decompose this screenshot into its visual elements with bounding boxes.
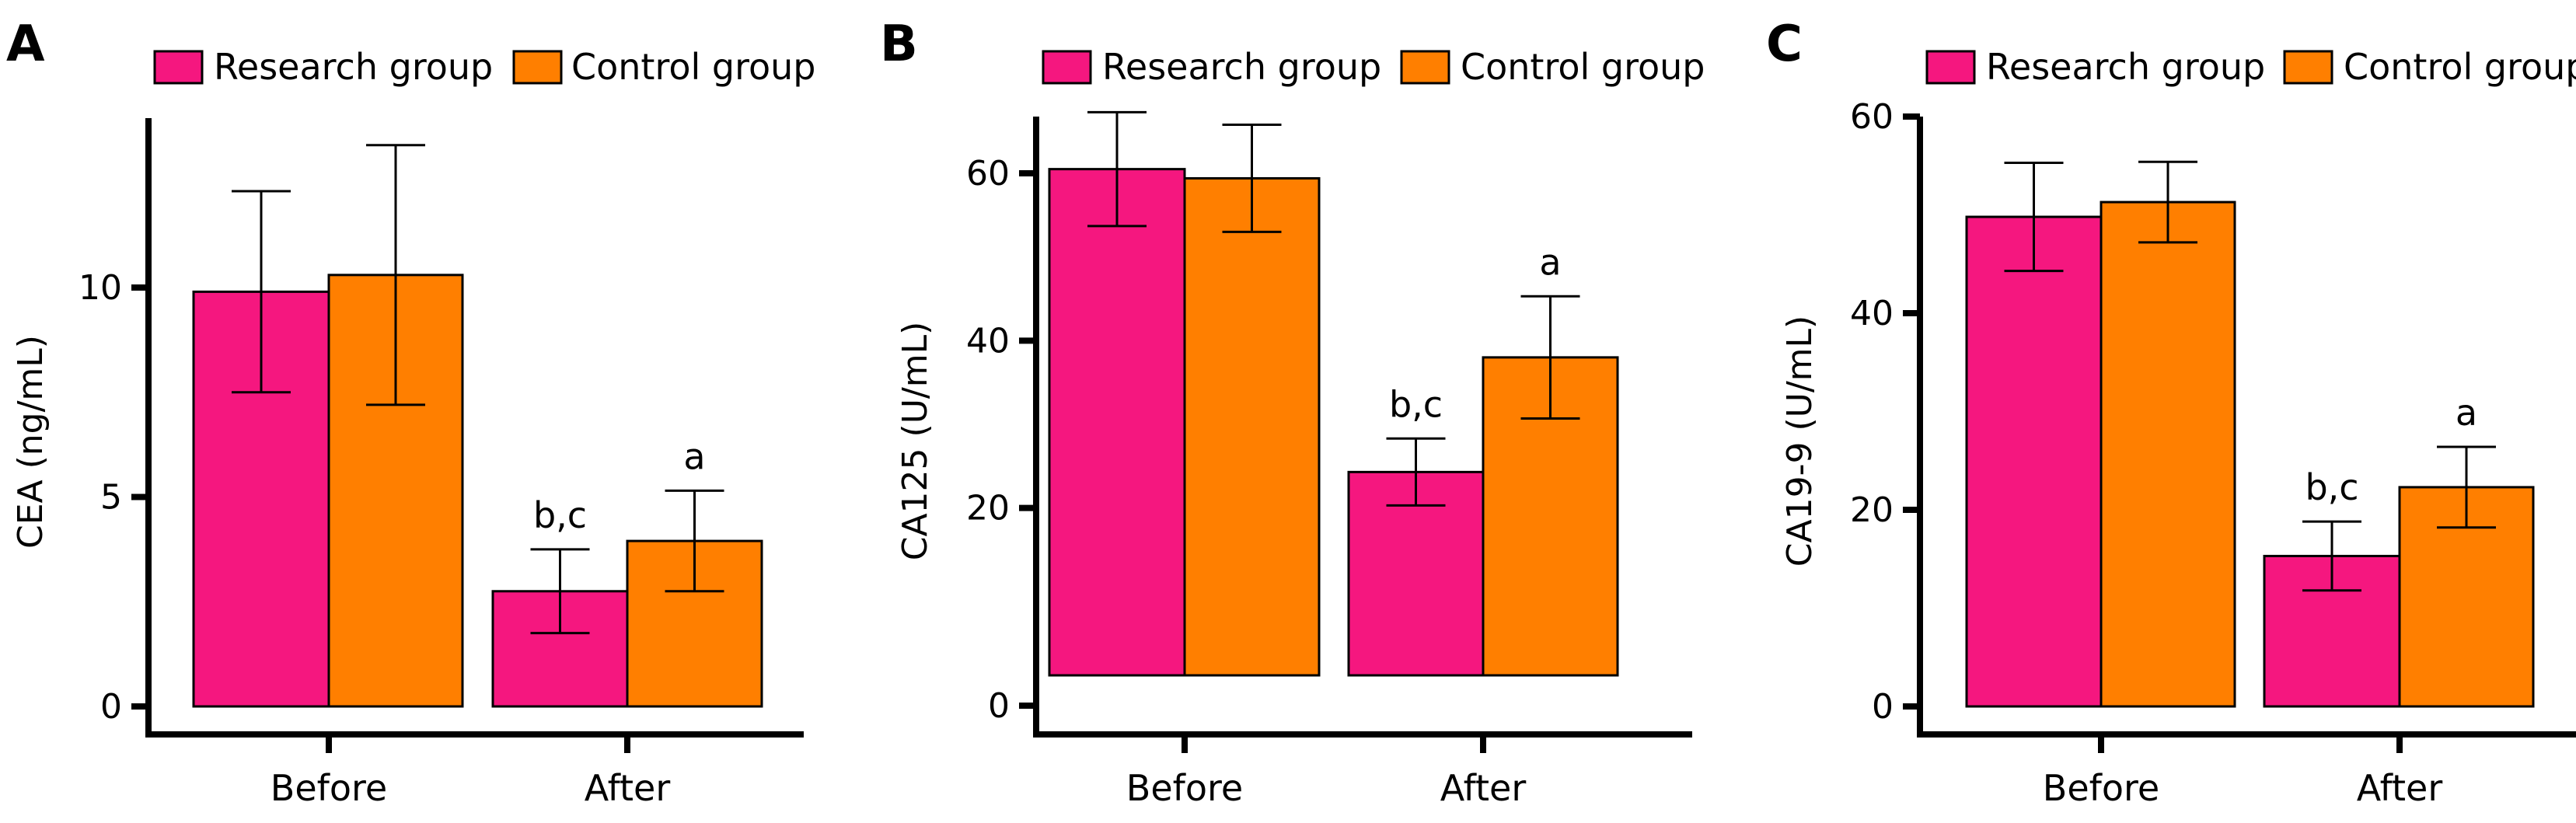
x-tick-label: After	[2357, 767, 2443, 809]
legend-swatch-research	[1042, 50, 1092, 85]
bar-research	[1048, 168, 1186, 677]
legend-item-research: Research group	[153, 46, 493, 88]
panel-letter: C	[1766, 16, 1803, 73]
x-tick-label: After	[1440, 767, 1527, 809]
bar-control	[1482, 356, 1619, 677]
panel-c: C Research group Control group 0 20 40 60 CA19-…	[1766, 16, 2576, 809]
legend-item-control: Control group	[1400, 46, 1705, 88]
error-bar-control	[2138, 160, 2197, 244]
category-group-before: Before	[1048, 110, 1321, 809]
x-tick-label: Before	[1126, 767, 1243, 809]
category-group-before: Before	[1965, 160, 2236, 809]
legend-swatch-research	[153, 50, 204, 85]
y-axis-title: CA19-9 (U/mL)	[1780, 316, 1820, 567]
legend-swatch-control	[1400, 50, 1450, 85]
panel-b: B Research group Control group 0 20 40 60 CA125…	[880, 16, 1705, 809]
y-tick-label: 0	[1872, 687, 1894, 727]
y-axis-title: CEA (ng/mL)	[11, 335, 51, 549]
y-tick-label: 40	[966, 321, 1010, 361]
significance-label: b,c	[1389, 383, 1443, 425]
panel-letter: B	[880, 16, 918, 73]
bar-research	[1965, 215, 2103, 708]
x-tick-label: Before	[2043, 767, 2159, 809]
error-bar-research	[530, 548, 590, 635]
error-bar-control	[1222, 124, 1282, 233]
y-axis-title: CA125 (U/mL)	[895, 322, 935, 561]
legend: Research group Control group	[1925, 46, 2576, 88]
error-bar-research	[2302, 520, 2361, 592]
legend-label: Control group	[1461, 46, 1705, 88]
x-tick-label: Before	[271, 767, 387, 809]
significance-label: a	[2456, 392, 2477, 434]
legend-label: Research group	[214, 46, 493, 88]
legend-item-control: Control group	[2283, 46, 2576, 88]
error-bar-research	[1087, 110, 1147, 228]
y-tick-label: 20	[1850, 490, 1894, 530]
category-group-after: b,c a After	[491, 435, 763, 809]
error-bar-research	[1386, 437, 1446, 507]
legend-label: Research group	[1986, 46, 2265, 88]
legend-label: Control group	[571, 46, 816, 88]
error-bar-control	[665, 489, 724, 593]
legend-item-control: Control group	[512, 46, 816, 88]
legend-swatch-control	[2283, 50, 2333, 85]
y-tick-label: 10	[79, 268, 122, 308]
y-tick-label: 0	[988, 686, 1010, 726]
y-tick-label: 5	[100, 478, 122, 518]
significance-label: b,c	[2305, 466, 2358, 508]
significance-label: b,c	[533, 494, 587, 536]
significance-label: a	[1539, 241, 1561, 283]
legend: Research group Control group	[153, 46, 816, 88]
y-tick-label: 60	[966, 154, 1010, 194]
panel-a: A Research group Control group 0 5 10 CEA (ng/…	[6, 16, 816, 809]
legend: Research group Control group	[1042, 46, 1705, 88]
y-tick-label: 60	[1850, 97, 1894, 137]
error-bar-research	[2004, 161, 2064, 273]
y-tick-label: 20	[966, 489, 1010, 528]
significance-label: a	[683, 435, 705, 477]
panel-letter: A	[6, 16, 45, 73]
legend-swatch-control	[512, 50, 563, 85]
legend-swatch-research	[1925, 50, 1976, 85]
legend-item-research: Research group	[1042, 46, 1381, 88]
y-tick-label: 40	[1850, 294, 1894, 333]
bar-control	[1183, 176, 1321, 677]
error-bar-control	[2437, 445, 2496, 529]
category-group-after: b,c a After	[1347, 241, 1619, 809]
error-bar-control	[1520, 295, 1580, 420]
legend-label: Control group	[2344, 46, 2576, 88]
category-group-before: Before	[192, 144, 464, 809]
error-bar-control	[366, 144, 425, 406]
category-group-after: b,c a After	[2263, 392, 2535, 809]
x-tick-label: After	[585, 767, 671, 809]
legend-item-research: Research group	[1925, 46, 2265, 88]
error-bar-research	[232, 190, 291, 394]
bar-control	[2100, 201, 2236, 708]
y-tick-label: 0	[100, 687, 122, 727]
legend-label: Research group	[1102, 46, 1381, 88]
